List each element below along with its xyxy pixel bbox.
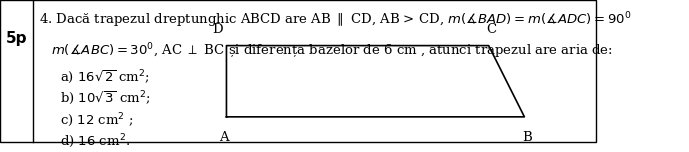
Text: $m(\measuredangle ABC) = 30^{0}$, AC $\perp$ BC și diferența bazelor de 6 cm , a: $m(\measuredangle ABC) = 30^{0}$, AC $\p… <box>51 41 613 61</box>
Text: B: B <box>522 131 533 144</box>
Text: D: D <box>212 23 223 36</box>
Text: a) $16\sqrt{2}$ cm$^2$;: a) $16\sqrt{2}$ cm$^2$; <box>59 68 150 86</box>
Text: C: C <box>486 23 497 36</box>
Text: A: A <box>218 131 228 144</box>
Text: 4. Dacă trapezul dreptunghic ABCD are AB $\parallel$ CD, AB > CD, $m(\measuredan: 4. Dacă trapezul dreptunghic ABCD are AB… <box>39 10 631 30</box>
Text: 5p: 5p <box>6 31 27 46</box>
Text: c) $12$ cm$^2$ ;: c) $12$ cm$^2$ ; <box>59 111 133 129</box>
Text: d) $16$ cm$^2$.: d) $16$ cm$^2$. <box>59 133 130 150</box>
Text: b) $10\sqrt{3}$ cm$^2$;: b) $10\sqrt{3}$ cm$^2$; <box>59 90 150 107</box>
